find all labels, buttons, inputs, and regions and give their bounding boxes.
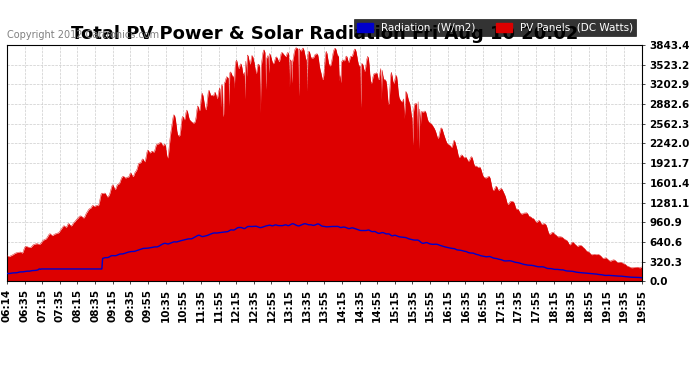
Text: Copyright 2012 Cartronics.com: Copyright 2012 Cartronics.com bbox=[7, 30, 159, 39]
Legend: Radiation  (W/m2), PV Panels  (DC Watts): Radiation (W/m2), PV Panels (DC Watts) bbox=[354, 20, 636, 36]
Title: Total PV Power & Solar Radiation Fri Aug 10 20:02: Total PV Power & Solar Radiation Fri Aug… bbox=[70, 26, 578, 44]
